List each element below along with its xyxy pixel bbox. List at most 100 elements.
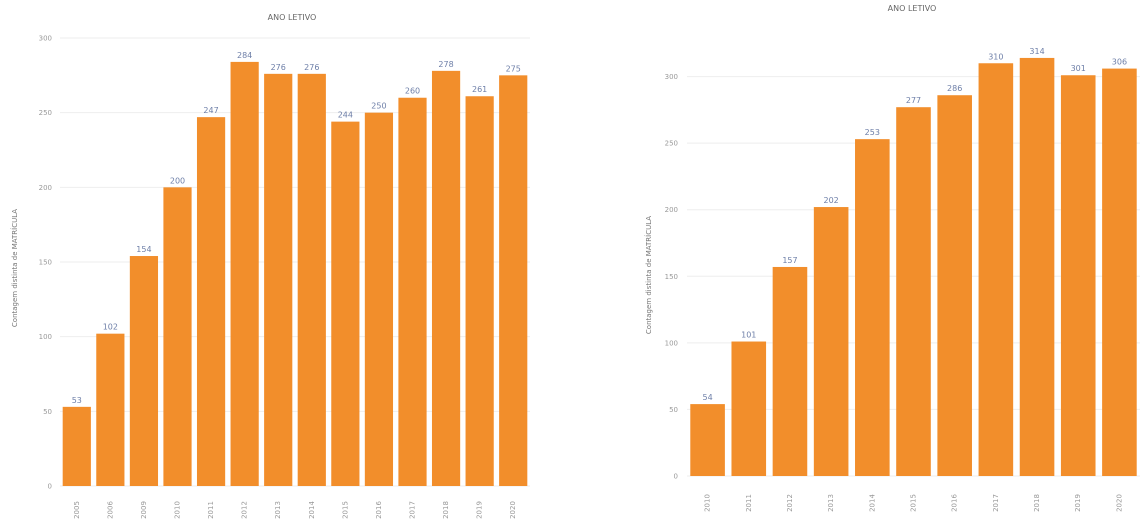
chart-right-xtick-label: 2018 [1033,494,1041,512]
chart-left-bar[interactable] [264,73,293,486]
chart-left-ylabel: Contagem distinta de MATRÍCULA [10,209,19,327]
chart-right-xtick-label: 2015 [910,494,918,512]
chart-right-ylabel: Contagem distinta de MATRÍCULA [644,216,653,334]
chart-right-data-label: 310 [988,52,1003,61]
chart-right-bar[interactable] [690,404,725,476]
chart-right-ytick-label: 200 [665,206,678,214]
chart-left-data-label: 53 [72,396,82,405]
chart-right-xtick-label: 2020 [1115,494,1123,512]
chart-left: ANO LETIVO Contagem distinta de MATRÍCUL… [10,13,530,519]
chart-left-ytick-label: 50 [43,408,52,416]
chart-right-bar[interactable] [1019,57,1055,476]
chart-left-xtick-label: 2006 [106,501,114,519]
chart-right-xtick-label: 2016 [951,494,959,512]
chart-left-xtick-label: 2018 [442,501,450,519]
chart-right-xtick-label: 2014 [868,494,876,512]
chart-left-xtick-label: 2017 [409,501,417,519]
chart-left-title: ANO LETIVO [268,13,317,22]
chart-left-bars [62,61,528,487]
chart-left-xtick-label: 2010 [174,501,182,519]
chart-left-xtick-label: 2005 [73,501,81,519]
chart-right-xtick-label: 2013 [827,494,835,512]
chart-left-yticks: 0 50 100 150 200 250 300 [39,35,52,491]
chart-right-bar[interactable] [772,266,808,476]
chart-right-ytick-label: 250 [665,140,678,148]
chart-right-data-label: 277 [906,96,921,105]
chart-right-xtick-label: 2011 [745,494,753,512]
chart-left-bar[interactable] [96,333,125,486]
chart-left-xtick-label: 2016 [375,501,383,519]
chart-right-bars [690,57,1137,477]
chart-left-bar[interactable] [230,61,259,486]
chart-left-ytick-label: 150 [39,259,52,267]
chart-left-bar[interactable] [398,97,427,486]
chart-left-data-label: 284 [237,51,252,60]
chart-right-data-label: 157 [782,256,797,265]
chart-left-bar[interactable] [465,96,494,487]
chart-right-data-label: 286 [947,84,962,93]
chart-right-ytick-label: 100 [665,339,678,347]
chart-left-xticks: 2005 2006 2009 2010 2011 2012 2013 2014 2015 2016… [73,501,517,519]
chart-left-bar[interactable] [499,75,528,486]
chart-right-bar[interactable] [1060,75,1096,477]
chart-right-bar[interactable] [731,341,767,476]
chart-right-data-label: 314 [1029,47,1044,56]
chart-right-data-label: 306 [1112,58,1127,67]
chart-left-data-label: 247 [203,106,218,115]
chart-right: ANO LETIVO Contagem distinta de MATRÍCUL… [644,4,1140,512]
chart-right-bar[interactable] [813,207,849,476]
chart-left-ytick-label: 100 [39,333,52,341]
chart-right-title: ANO LETIVO [888,4,937,13]
chart-left-xtick-label: 2009 [140,501,148,519]
chart-left-data-label: 154 [136,245,151,254]
chart-left-xtick-label: 2020 [509,501,517,519]
chart-right-xtick-label: 2010 [704,494,712,512]
chart-right-data-label: 253 [865,128,880,137]
chart-right-bar[interactable] [978,63,1014,476]
chart-right-ytick-label: 300 [665,73,678,81]
chart-left-data-label: 276 [271,63,286,72]
chart-right-bar[interactable] [1102,68,1137,476]
chart-right-xtick-label: 2019 [1074,494,1082,512]
chart-right-data-label: 301 [1071,64,1086,73]
chart-left-ytick-label: 0 [48,483,52,491]
chart-left-data-label: 260 [405,87,420,96]
chart-left-ytick-label: 200 [39,184,52,192]
chart-right-data-label: 202 [823,196,838,205]
chart-right-ytick-label: 150 [665,273,678,281]
chart-left-bar[interactable] [129,256,159,486]
chart-left-data-label: 278 [438,60,453,69]
chart-left-xtick-label: 2012 [241,501,249,519]
chart-right-ytick-label: 50 [669,406,678,414]
chart-left-data-label: 102 [103,323,118,332]
chart-left-data-label: 275 [506,64,521,73]
chart-left-ytick-label: 300 [39,35,52,43]
chart-right-data-labels: 54 101 157 202 253 277 286 310 314 301 306 [702,47,1127,402]
chart-left-bar[interactable] [163,187,192,487]
chart-left-bar[interactable] [297,73,326,486]
chart-right-data-label: 101 [741,331,756,340]
chart-left-xtick-label: 2013 [274,501,282,519]
chart-left-xtick-label: 2014 [308,501,316,519]
chart-right-bar[interactable] [937,95,972,476]
chart-right-bar[interactable] [896,107,931,477]
chart-left-bar[interactable] [196,117,226,486]
chart-right-yticks: 0 50 100 150 200 250 300 [665,73,678,480]
chart-left-data-label: 244 [338,111,353,120]
chart-left-bar[interactable] [431,70,461,486]
chart-left-xtick-label: 2019 [476,501,484,519]
chart-left-bar[interactable] [364,112,394,487]
chart-left-data-label: 200 [170,176,185,185]
chart-right-xticks: 2010 2011 2012 2013 2014 2015 2016 2017 2018 2019… [704,494,1124,512]
chart-left-xtick-label: 2011 [207,501,215,519]
chart-left-ytick-label: 250 [39,109,52,117]
chart-left-data-label: 261 [472,85,487,94]
chart-left-data-label: 276 [304,63,319,72]
chart-right-xtick-label: 2017 [992,494,1000,512]
chart-right-bar[interactable] [855,139,890,477]
chart-left-bar[interactable] [331,121,360,487]
chart-right-xtick-label: 2012 [786,494,794,512]
chart-left-bar[interactable] [62,406,91,486]
chart-left-data-label: 250 [371,102,386,111]
